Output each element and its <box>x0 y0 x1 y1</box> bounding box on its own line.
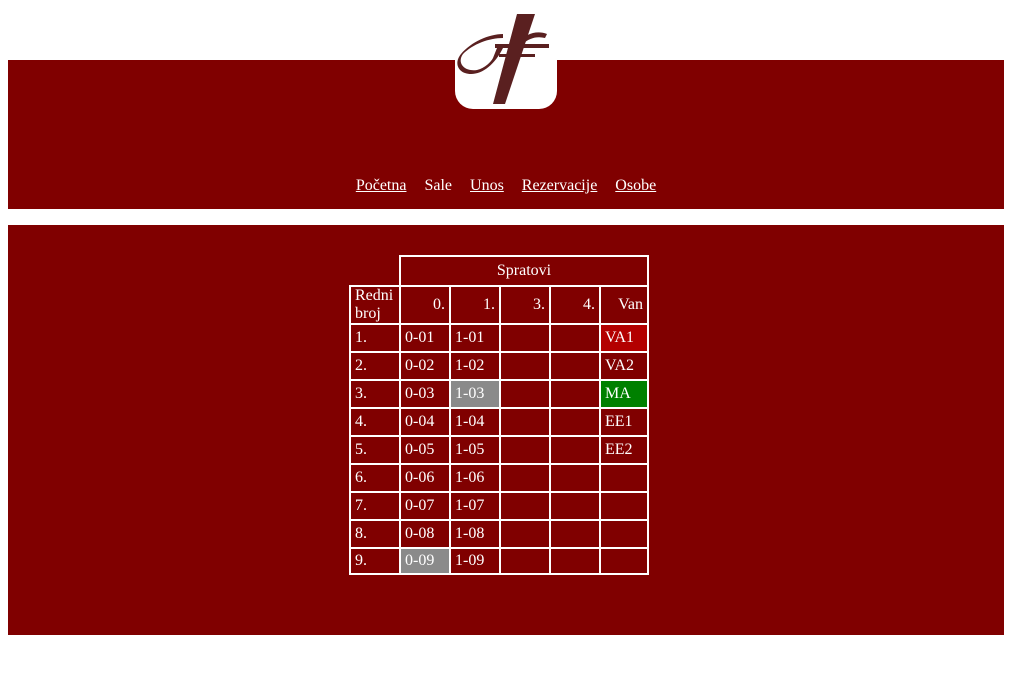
table-row: 2. 0-02 1-02 VA2 <box>349 351 649 379</box>
row-number: 6. <box>349 463 399 491</box>
empty-cell <box>599 463 649 491</box>
row-number: 3. <box>349 379 399 407</box>
nav-item-rezervacije[interactable]: Rezervacije <box>521 177 598 194</box>
room-cell[interactable]: VA1 <box>599 323 649 351</box>
room-cell[interactable]: 0-07 <box>399 491 449 519</box>
nav-item-unos[interactable]: Unos <box>470 177 504 194</box>
empty-cell <box>499 379 549 407</box>
room-cell[interactable]: 0-03 <box>399 379 449 407</box>
column-header: Van <box>599 285 649 323</box>
room-cell[interactable]: 1-05 <box>449 435 499 463</box>
room-cell[interactable]: 1-04 <box>449 407 499 435</box>
empty-cell <box>549 323 599 351</box>
room-cell[interactable]: 0-01 <box>399 323 449 351</box>
nav-item-sale: Sale <box>424 177 453 194</box>
table-row: 9. 0-09 1-09 <box>349 547 649 575</box>
room-cell[interactable]: 1-03 <box>449 379 499 407</box>
empty-cell <box>499 323 549 351</box>
empty-cell <box>549 519 599 547</box>
room-cell[interactable]: 1-09 <box>449 547 499 575</box>
room-cell[interactable]: 0-09 <box>399 547 449 575</box>
content-panel: Spratovi Redni broj 0. 1. 3. 4. Van 1. 0-01 1-01 V… <box>8 225 1004 635</box>
row-number: 8. <box>349 519 399 547</box>
empty-cell <box>499 491 549 519</box>
row-number: 5. <box>349 435 399 463</box>
empty-cell <box>549 491 599 519</box>
column-header: 4. <box>549 285 599 323</box>
table-row: 1. 0-01 1-01 VA1 <box>349 323 649 351</box>
table-row: 3. 0-03 1-03 MA <box>349 379 649 407</box>
nav-item-poetna[interactable]: Početna <box>355 177 407 194</box>
empty-cell <box>499 463 549 491</box>
main-nav: Početna Sale Unos Rezervacije Osobe <box>0 177 1012 195</box>
empty-cell <box>499 547 549 575</box>
room-cell[interactable]: 1-06 <box>449 463 499 491</box>
table-row: 5. 0-05 1-05 EE2 <box>349 435 649 463</box>
room-cell[interactable]: 1-07 <box>449 491 499 519</box>
empty-cell <box>499 407 549 435</box>
empty-cell <box>549 379 599 407</box>
empty-cell <box>549 351 599 379</box>
nav-item-osobe[interactable]: Osobe <box>615 177 657 194</box>
empty-cell <box>549 435 599 463</box>
room-cell[interactable]: 0-06 <box>399 463 449 491</box>
room-cell[interactable]: 1-02 <box>449 351 499 379</box>
empty-cell <box>599 491 649 519</box>
table-row: 6. 0-06 1-06 <box>349 463 649 491</box>
empty-cell <box>549 407 599 435</box>
room-cell[interactable]: 1-08 <box>449 519 499 547</box>
room-cell[interactable]: MA <box>599 379 649 407</box>
row-number-header: Redni broj <box>349 285 399 323</box>
room-cell[interactable]: EE1 <box>599 407 649 435</box>
room-cell[interactable]: 0-08 <box>399 519 449 547</box>
rooms-table: Spratovi Redni broj 0. 1. 3. 4. Van 1. 0-01 1-01 V… <box>349 255 649 575</box>
room-cell[interactable]: 0-04 <box>399 407 449 435</box>
empty-cell <box>549 547 599 575</box>
spratovi-header: Spratovi <box>399 255 649 285</box>
room-cell[interactable]: 0-02 <box>399 351 449 379</box>
column-header: 1. <box>449 285 499 323</box>
row-number: 4. <box>349 407 399 435</box>
column-header: 3. <box>499 285 549 323</box>
row-number: 9. <box>349 547 399 575</box>
room-cell[interactable]: 0-05 <box>399 435 449 463</box>
empty-cell <box>599 519 649 547</box>
faculty-logo-icon <box>457 14 549 104</box>
corner-cell <box>349 255 399 285</box>
empty-cell <box>549 463 599 491</box>
row-number: 7. <box>349 491 399 519</box>
empty-cell <box>599 547 649 575</box>
table-row: 8. 0-08 1-08 <box>349 519 649 547</box>
room-cell[interactable]: VA2 <box>599 351 649 379</box>
empty-cell <box>499 435 549 463</box>
empty-cell <box>499 351 549 379</box>
row-number: 1. <box>349 323 399 351</box>
table-row: 7. 0-07 1-07 <box>349 491 649 519</box>
room-cell[interactable]: EE2 <box>599 435 649 463</box>
room-cell[interactable]: 1-01 <box>449 323 499 351</box>
table-row: 4. 0-04 1-04 EE1 <box>349 407 649 435</box>
empty-cell <box>499 519 549 547</box>
column-header: 0. <box>399 285 449 323</box>
row-number: 2. <box>349 351 399 379</box>
